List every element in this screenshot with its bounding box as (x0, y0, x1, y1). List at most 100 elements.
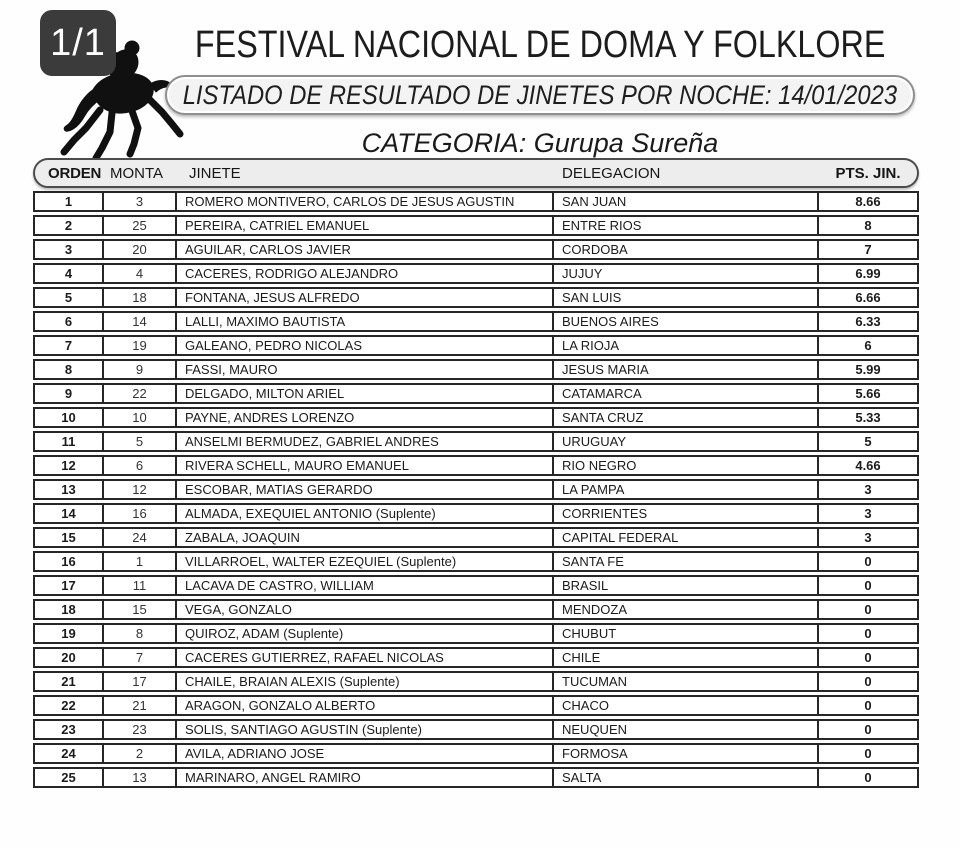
cell-jinete: FONTANA, JESUS ALFREDO (177, 289, 554, 306)
cell-pts-jin: 0 (864, 722, 872, 737)
cell-orden: 2 (35, 217, 104, 234)
cell-jinete: CACERES GUTIERREZ, RAFAEL NICOLAS (177, 649, 554, 666)
cell-delegacion: CORRIENTES (554, 505, 819, 522)
cell-monta: 23 (104, 721, 177, 738)
cell-orden: 19 (35, 625, 104, 642)
cell-pts-jin: 3 (864, 530, 872, 545)
cell-monta: 17 (104, 673, 177, 690)
subtitle-banner: LISTADO DE RESULTADO DE JINETES POR NOCH… (165, 75, 915, 115)
cell-orden: 12 (35, 457, 104, 474)
table-row: 9 22 DELGADO, MILTON ARIEL CATAMARCA 5.6… (33, 383, 919, 404)
cell-jinete: ANSELMI BERMUDEZ, GABRIEL ANDRES (177, 433, 554, 450)
cell-monta: 6 (104, 457, 177, 474)
cell-pts-jin: 0 (864, 698, 872, 713)
cell-orden: 7 (35, 337, 104, 354)
table-row: 8 9 FASSI, MAURO JESUS MARIA 5.99 (33, 359, 919, 380)
cell-monta: 7 (104, 649, 177, 666)
cell-monta: 22 (104, 385, 177, 402)
cell-jinete: AVILA, ADRIANO JOSE (177, 745, 554, 762)
table-header-row: ORDEN MONTA JINETE DELEGACION PTS. JIN. (33, 158, 919, 188)
table-row: 22 21 ARAGON, GONZALO ALBERTO CHACO 0 (33, 695, 919, 716)
cell-delegacion: LA RIOJA (554, 337, 819, 354)
cell-jinete: PAYNE, ANDRES LORENZO (177, 409, 554, 426)
table-row: 16 1 VILLARROEL, WALTER EZEQUIEL (Suplen… (33, 551, 919, 572)
table-row: 23 23 SOLIS, SANTIAGO AGUSTIN (Suplente)… (33, 719, 919, 740)
cell-monta: 24 (104, 529, 177, 546)
table-row: 2 25 PEREIRA, CATRIEL EMANUEL ENTRE RIOS… (33, 215, 919, 236)
cell-monta: 5 (104, 433, 177, 450)
cell-jinete: GALEANO, PEDRO NICOLAS (177, 337, 554, 354)
cell-delegacion: CHILE (554, 649, 819, 666)
cell-delegacion: LA PAMPA (554, 481, 819, 498)
cell-delegacion: SALTA (554, 769, 819, 786)
cell-orden: 1 (35, 193, 104, 210)
cell-monta: 9 (104, 361, 177, 378)
cell-orden: 23 (35, 721, 104, 738)
table-row: 3 20 AGUILAR, CARLOS JAVIER CORDOBA 7 (33, 239, 919, 260)
cell-orden: 16 (35, 553, 104, 570)
table-row: 6 14 LALLI, MAXIMO BAUTISTA BUENOS AIRES… (33, 311, 919, 332)
cell-pts-jin: 0 (864, 770, 872, 785)
header-block: FESTIVAL NACIONAL DE DOMA Y FOLKLORE LIS… (120, 24, 960, 159)
table-row: 13 12 ESCOBAR, MATIAS GERARDO LA PAMPA 3 (33, 479, 919, 500)
cell-jinete: SOLIS, SANTIAGO AGUSTIN (Suplente) (177, 721, 554, 738)
cell-monta: 14 (104, 313, 177, 330)
cell-jinete: AGUILAR, CARLOS JAVIER (177, 241, 554, 258)
cell-monta: 19 (104, 337, 177, 354)
cell-orden: 15 (35, 529, 104, 546)
cell-orden: 5 (35, 289, 104, 306)
cell-pts-jin: 3 (864, 482, 872, 497)
cell-jinete: MARINARO, ANGEL RAMIRO (177, 769, 554, 786)
cell-monta: 21 (104, 697, 177, 714)
column-header-pts-jin: PTS. JIN. (835, 164, 901, 182)
results-table: ORDEN MONTA JINETE DELEGACION PTS. JIN. … (33, 158, 919, 791)
cell-delegacion: CATAMARCA (554, 385, 819, 402)
cell-pts-jin: 6.33 (855, 314, 881, 329)
cell-delegacion: CHACO (554, 697, 819, 714)
table-body: 1 3 ROMERO MONTIVERO, CARLOS DE JESUS AG… (33, 191, 919, 788)
cell-monta: 16 (104, 505, 177, 522)
cell-jinete: QUIROZ, ADAM (Suplente) (177, 625, 554, 642)
cell-orden: 4 (35, 265, 104, 282)
column-header-delegacion: DELEGACION (562, 164, 661, 182)
cell-jinete: FASSI, MAURO (177, 361, 554, 378)
cell-orden: 24 (35, 745, 104, 762)
cell-delegacion: JUJUY (554, 265, 819, 282)
cell-pts-jin: 5 (864, 434, 872, 449)
cell-orden: 25 (35, 769, 104, 786)
cell-delegacion: JESUS MARIA (554, 361, 819, 378)
cell-pts-jin: 5.99 (855, 362, 881, 377)
cell-delegacion: BUENOS AIRES (554, 313, 819, 330)
cell-monta: 12 (104, 481, 177, 498)
cell-orden: 10 (35, 409, 104, 426)
cell-pts-jin: 0 (864, 746, 872, 761)
cell-delegacion: ENTRE RIOS (554, 217, 819, 234)
cell-jinete: LACAVA DE CASTRO, WILLIAM (177, 577, 554, 594)
cell-orden: 21 (35, 673, 104, 690)
cell-delegacion: SAN JUAN (554, 193, 819, 210)
cell-orden: 9 (35, 385, 104, 402)
table-row: 10 10 PAYNE, ANDRES LORENZO SANTA CRUZ 5… (33, 407, 919, 428)
cell-jinete: ESCOBAR, MATIAS GERARDO (177, 481, 554, 498)
cell-jinete: ARAGON, GONZALO ALBERTO (177, 697, 554, 714)
table-row: 4 4 CACERES, RODRIGO ALEJANDRO JUJUY 6.9… (33, 263, 919, 284)
cell-delegacion: CHUBUT (554, 625, 819, 642)
page-count-badge: 1/1 (40, 10, 116, 76)
cell-delegacion: MENDOZA (554, 601, 819, 618)
table-row: 17 11 LACAVA DE CASTRO, WILLIAM BRASIL 0 (33, 575, 919, 596)
cell-delegacion: FORMOSA (554, 745, 819, 762)
table-row: 20 7 CACERES GUTIERREZ, RAFAEL NICOLAS C… (33, 647, 919, 668)
table-row: 7 19 GALEANO, PEDRO NICOLAS LA RIOJA 6 (33, 335, 919, 356)
cell-orden: 20 (35, 649, 104, 666)
table-row: 14 16 ALMADA, EXEQUIEL ANTONIO (Suplente… (33, 503, 919, 524)
cell-monta: 8 (104, 625, 177, 642)
cell-pts-jin: 0 (864, 650, 872, 665)
cell-pts-jin: 3 (864, 506, 872, 521)
table-row: 18 15 VEGA, GONZALO MENDOZA 0 (33, 599, 919, 620)
cell-jinete: ALMADA, EXEQUIEL ANTONIO (Suplente) (177, 505, 554, 522)
cell-delegacion: BRASIL (554, 577, 819, 594)
cell-orden: 14 (35, 505, 104, 522)
cell-pts-jin: 7 (864, 242, 872, 257)
table-row: 12 6 RIVERA SCHELL, MAURO EMANUEL RIO NE… (33, 455, 919, 476)
